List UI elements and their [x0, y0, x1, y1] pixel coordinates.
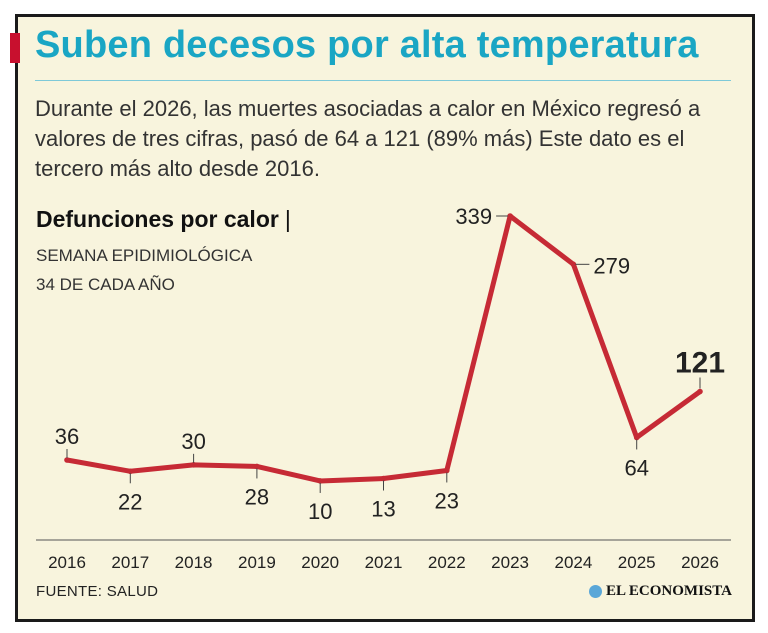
data-point-2016: [64, 457, 70, 463]
infographic-frame: [15, 14, 755, 622]
chart-subtitle-line1: SEMANA EPIDIMIOLÓGICA: [36, 246, 253, 265]
x-tick-label-2024: 2024: [554, 553, 592, 572]
chart-title-text: Defunciones por calor: [36, 206, 279, 232]
chart-subtitle: SEMANA EPIDIMIOLÓGICA 34 DE CADA AÑO: [36, 241, 252, 299]
chart-title: Defunciones por calor |: [36, 206, 291, 233]
data-label-2023: 339: [455, 204, 492, 229]
data-label-2024: 279: [593, 253, 630, 278]
title-divider: [35, 80, 731, 81]
chart-subtitle-line2: 34 DE CADA AÑO: [36, 275, 175, 294]
source-note: FUENTE: SALUD: [36, 583, 159, 600]
brand-name: EL ECONOMISTA: [606, 583, 732, 599]
title-accent-mark: [10, 33, 20, 63]
intro-paragraph: Durante el 2026, las muertes asociadas a…: [35, 96, 701, 181]
data-point-2024: [570, 261, 577, 268]
data-label-2016: 36: [55, 424, 79, 449]
data-point-2018: [190, 462, 197, 468]
x-tick-label-2020: 2020: [301, 553, 339, 572]
x-tick-label-2021: 2021: [365, 553, 403, 572]
data-label-2021: 13: [371, 497, 395, 522]
data-point-2017: [127, 468, 134, 475]
data-label-2025: 64: [624, 455, 648, 480]
x-tick-label-2018: 2018: [175, 553, 213, 572]
data-point-2022: [444, 467, 450, 474]
brand-icon: [589, 585, 602, 598]
x-tick-label-2025: 2025: [618, 553, 656, 572]
data-point-2019: [254, 463, 260, 470]
x-tick-label-2017: 2017: [111, 553, 149, 572]
data-label-2026: 121: [675, 347, 725, 380]
data-point-2020: [317, 478, 324, 484]
data-label-2019: 28: [245, 484, 269, 509]
data-label-2018: 30: [181, 429, 205, 454]
x-tick-label-2019: 2019: [238, 553, 276, 572]
data-point-2025: [633, 434, 640, 441]
headline: Suben decesos por alta temperatura: [35, 24, 699, 66]
data-point-2021: [380, 475, 387, 482]
chart-title-separator: |: [284, 206, 291, 232]
x-tick-label-2023: 2023: [491, 553, 529, 572]
x-tick-label-2016: 2016: [48, 553, 86, 572]
data-label-2020: 10: [308, 499, 332, 524]
x-tick-label-2026: 2026: [681, 553, 719, 572]
data-point-2023: [507, 213, 513, 219]
brand-logo: EL ECONOMISTA: [589, 583, 732, 600]
data-label-2017: 22: [118, 489, 142, 514]
data-label-2022: 23: [435, 488, 459, 513]
x-tick-label-2022: 2022: [428, 553, 466, 572]
data-point-2026: [697, 388, 703, 395]
